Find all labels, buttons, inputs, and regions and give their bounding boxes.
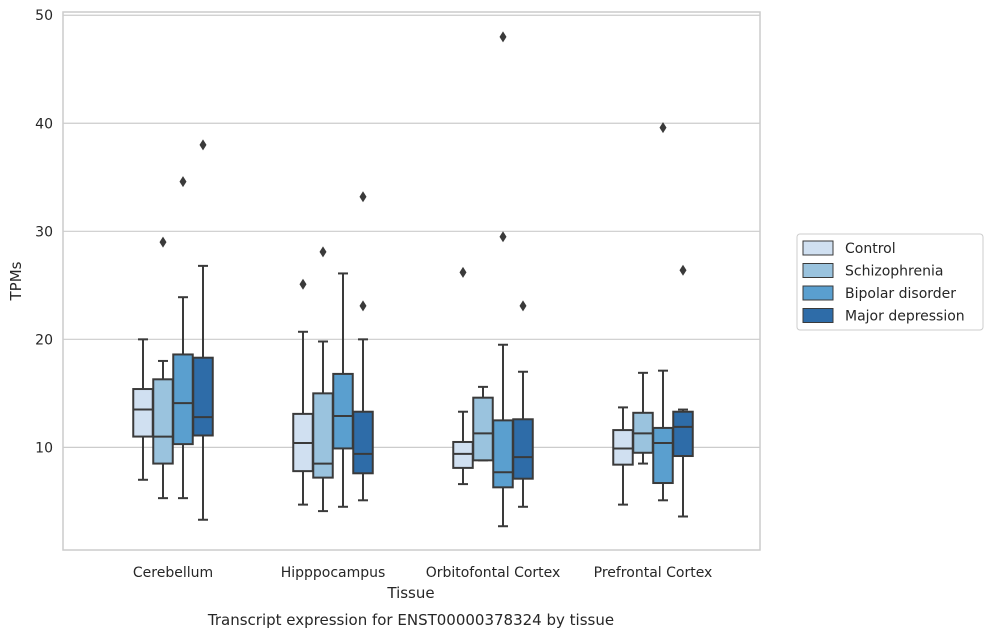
outlier-point (519, 300, 527, 312)
chart-caption: Transcript expression for ENST0000037832… (207, 611, 614, 629)
legend-swatch (802, 240, 834, 256)
box-iqr (652, 426, 674, 485)
x-tick-label: Hipppocampus (281, 565, 386, 581)
y-tick-label: 40 (35, 116, 53, 132)
legend-swatch (802, 285, 834, 301)
legend-label: Major depression (845, 309, 965, 325)
outlier-point (679, 264, 687, 276)
box-major-depression (192, 139, 214, 521)
x-tick-labels: Cerebellum Hipppocampus Orbitofontal Corte… (133, 565, 712, 581)
box-major-depression (672, 264, 694, 518)
box-iqr (312, 392, 334, 479)
y-tick-labels: 10 20 30 40 50 (35, 8, 53, 456)
y-tick-label: 10 (35, 440, 53, 456)
legend: Control Schizophrenia Bipolar disorder Majo… (796, 233, 984, 331)
box-series (132, 31, 694, 528)
legend-label: Bipolar disorder (845, 286, 956, 302)
legend-label: Control (845, 241, 896, 257)
box-schizophrenia (632, 371, 654, 465)
outlier-point (459, 266, 467, 278)
outlier-point (359, 300, 367, 312)
legend-swatch (802, 308, 834, 323)
box-iqr (472, 396, 494, 462)
box-iqr (172, 353, 194, 446)
box-bipolar-disorder (332, 272, 354, 508)
outlier-point (499, 231, 507, 243)
plot-frame (62, 11, 761, 551)
box-major-depression (352, 191, 374, 502)
box-iqr (492, 419, 514, 489)
outlier-point (299, 278, 307, 290)
box-iqr (512, 418, 534, 480)
x-axis-title: Tissue (386, 584, 434, 602)
box-bipolar-disorder (492, 31, 514, 528)
outlier-point (659, 122, 667, 134)
box-control (452, 266, 474, 486)
box-iqr (152, 378, 174, 465)
box-iqr (352, 410, 374, 475)
legend-frame (796, 233, 984, 331)
outlier-point (319, 246, 327, 258)
y-axis-title: TPMs (7, 261, 25, 301)
x-tick-label: Prefrontal Cortex (594, 565, 713, 581)
box-iqr (332, 372, 354, 450)
box-iqr (452, 440, 474, 469)
box-iqr (672, 410, 694, 458)
outlier-point (499, 31, 507, 43)
box-schizophrenia (472, 385, 494, 462)
outlier-point (359, 191, 367, 203)
box-iqr (192, 356, 214, 437)
x-tick-label: Orbitofontal Cortex (426, 565, 561, 581)
y-tick-label: 20 (35, 332, 53, 348)
y-tick-label: 50 (35, 8, 53, 24)
box-schizophrenia (152, 236, 174, 500)
legend-swatch (802, 263, 834, 278)
box-major-depression (512, 300, 534, 508)
outlier-point (199, 139, 207, 151)
box-iqr (132, 388, 154, 438)
legend-label: Schizophrenia (845, 264, 943, 280)
x-tick-label: Cerebellum (133, 565, 213, 581)
y-tick-label: 30 (35, 224, 53, 240)
box-control (292, 278, 314, 506)
box-iqr (612, 429, 634, 466)
outlier-point (159, 236, 167, 248)
outlier-point (179, 176, 187, 188)
